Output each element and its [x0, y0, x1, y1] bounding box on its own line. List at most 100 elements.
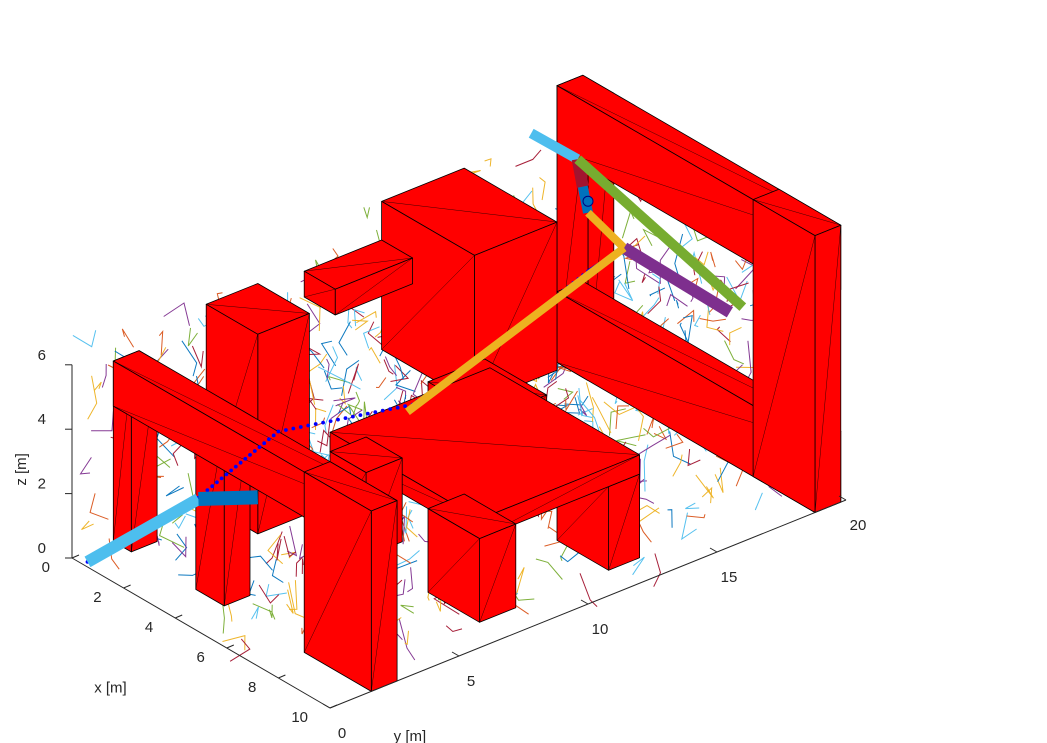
- tree-edge: [347, 403, 364, 428]
- tree-edge: [375, 377, 387, 389]
- x-tick-mark: [226, 644, 234, 649]
- tree-edge: [395, 550, 420, 566]
- tree-edge: [390, 365, 410, 382]
- tree-edge: [621, 209, 635, 239]
- tree-edge: [320, 340, 337, 367]
- obstacle-table-leg-front-left: [427, 493, 517, 623]
- tree-edge: [614, 395, 618, 405]
- x-axis-label: x [m]: [94, 679, 127, 696]
- path-point: [205, 488, 210, 492]
- x-tick-label: 0: [42, 559, 50, 576]
- path-point: [276, 429, 281, 434]
- end-effector: [582, 195, 594, 207]
- tree-edge: [649, 287, 666, 297]
- tree-edge: [246, 555, 273, 571]
- tree-edge: [729, 326, 742, 346]
- tree-edge: [652, 273, 661, 295]
- tree-edge: [577, 408, 593, 416]
- x-tick-mark: [175, 614, 183, 619]
- tree-edge: [585, 382, 594, 422]
- tree-edge: [163, 302, 190, 326]
- tree-edge: [72, 330, 97, 348]
- x-tick-label: 10: [291, 709, 308, 726]
- tree-edge: [367, 321, 384, 346]
- tree-edge: [363, 207, 370, 220]
- tree-edge: [681, 512, 697, 541]
- path-point: [233, 464, 238, 469]
- obstacle-mesh-line: [329, 451, 403, 459]
- tree-edge: [557, 388, 574, 400]
- tree-edge: [618, 279, 633, 301]
- obstacle-mesh-line: [257, 313, 310, 534]
- tree-edge: [675, 300, 680, 309]
- tree-edge: [347, 304, 353, 329]
- tree-edge: [91, 411, 114, 432]
- tree-edge: [181, 340, 198, 377]
- tree-edge: [265, 531, 283, 565]
- path-point: [224, 472, 229, 477]
- obstacle-mesh-line: [303, 510, 372, 653]
- arm-end-link-7: [404, 244, 627, 415]
- path-point: [351, 414, 355, 419]
- y-tick-mark: [838, 495, 847, 501]
- path-point: [271, 433, 276, 438]
- path-point: [262, 441, 267, 446]
- obstacle-shelf: [303, 239, 414, 316]
- obstacle-mesh-line: [371, 500, 398, 692]
- tree-edge: [301, 558, 304, 575]
- tree-edge: [667, 509, 673, 528]
- tree-edge: [265, 583, 287, 597]
- z-tick-label: 4: [38, 411, 46, 428]
- tree-edge: [267, 534, 284, 565]
- arm-end-link-1: [528, 128, 581, 164]
- path-point: [336, 417, 340, 422]
- y-tick-mark: [709, 547, 718, 553]
- path-point: [380, 408, 385, 413]
- obstacle-big-box: [381, 167, 558, 404]
- tree-edge: [355, 391, 361, 406]
- tree-edge: [330, 401, 344, 420]
- tree-edge: [307, 397, 324, 410]
- x-axis-line: [71, 557, 331, 709]
- tree-edge: [643, 424, 677, 438]
- path-point: [373, 410, 378, 414]
- tree-edge: [515, 567, 525, 596]
- tree-edge: [165, 485, 184, 497]
- tree-edge: [191, 345, 204, 369]
- tree-edge: [560, 542, 570, 561]
- path-point: [343, 416, 348, 420]
- obstacle-mesh-line: [814, 225, 842, 513]
- tree-edge: [724, 340, 745, 365]
- tree-edge: [333, 397, 356, 407]
- x-tick-mark: [71, 554, 80, 559]
- tree-edge: [79, 457, 92, 475]
- tree-edge: [338, 321, 351, 356]
- y-tick-label: 5: [467, 673, 475, 690]
- arm-start-link-2: [198, 490, 259, 506]
- tree-edge: [616, 434, 646, 447]
- tree-edge: [324, 404, 334, 434]
- path-point: [238, 460, 243, 465]
- tree-edge: [398, 618, 416, 661]
- obstacle-mesh-line: [556, 486, 609, 541]
- tree-edge: [87, 375, 98, 420]
- path-point: [215, 480, 219, 485]
- obstacle-mesh-line: [304, 471, 398, 501]
- tree-edge: [403, 506, 408, 534]
- path-point: [388, 407, 393, 411]
- path-point: [321, 420, 325, 425]
- tree-edge: [406, 509, 418, 538]
- tree-edge: [686, 514, 706, 519]
- obstacle-mesh-line: [752, 235, 816, 477]
- path-point: [284, 428, 288, 432]
- tree-edge: [368, 346, 381, 364]
- tree-edge: [101, 363, 107, 388]
- robot-arm: [84, 128, 747, 568]
- tree-edge: [323, 370, 343, 390]
- x-tick-label: 2: [93, 589, 101, 606]
- tree-edge: [577, 395, 593, 418]
- tree-edge: [383, 364, 398, 401]
- path-point: [219, 476, 224, 481]
- x-ticks: 0 2 4 6 8 10: [42, 554, 338, 726]
- y-tick-label: 20: [850, 517, 867, 534]
